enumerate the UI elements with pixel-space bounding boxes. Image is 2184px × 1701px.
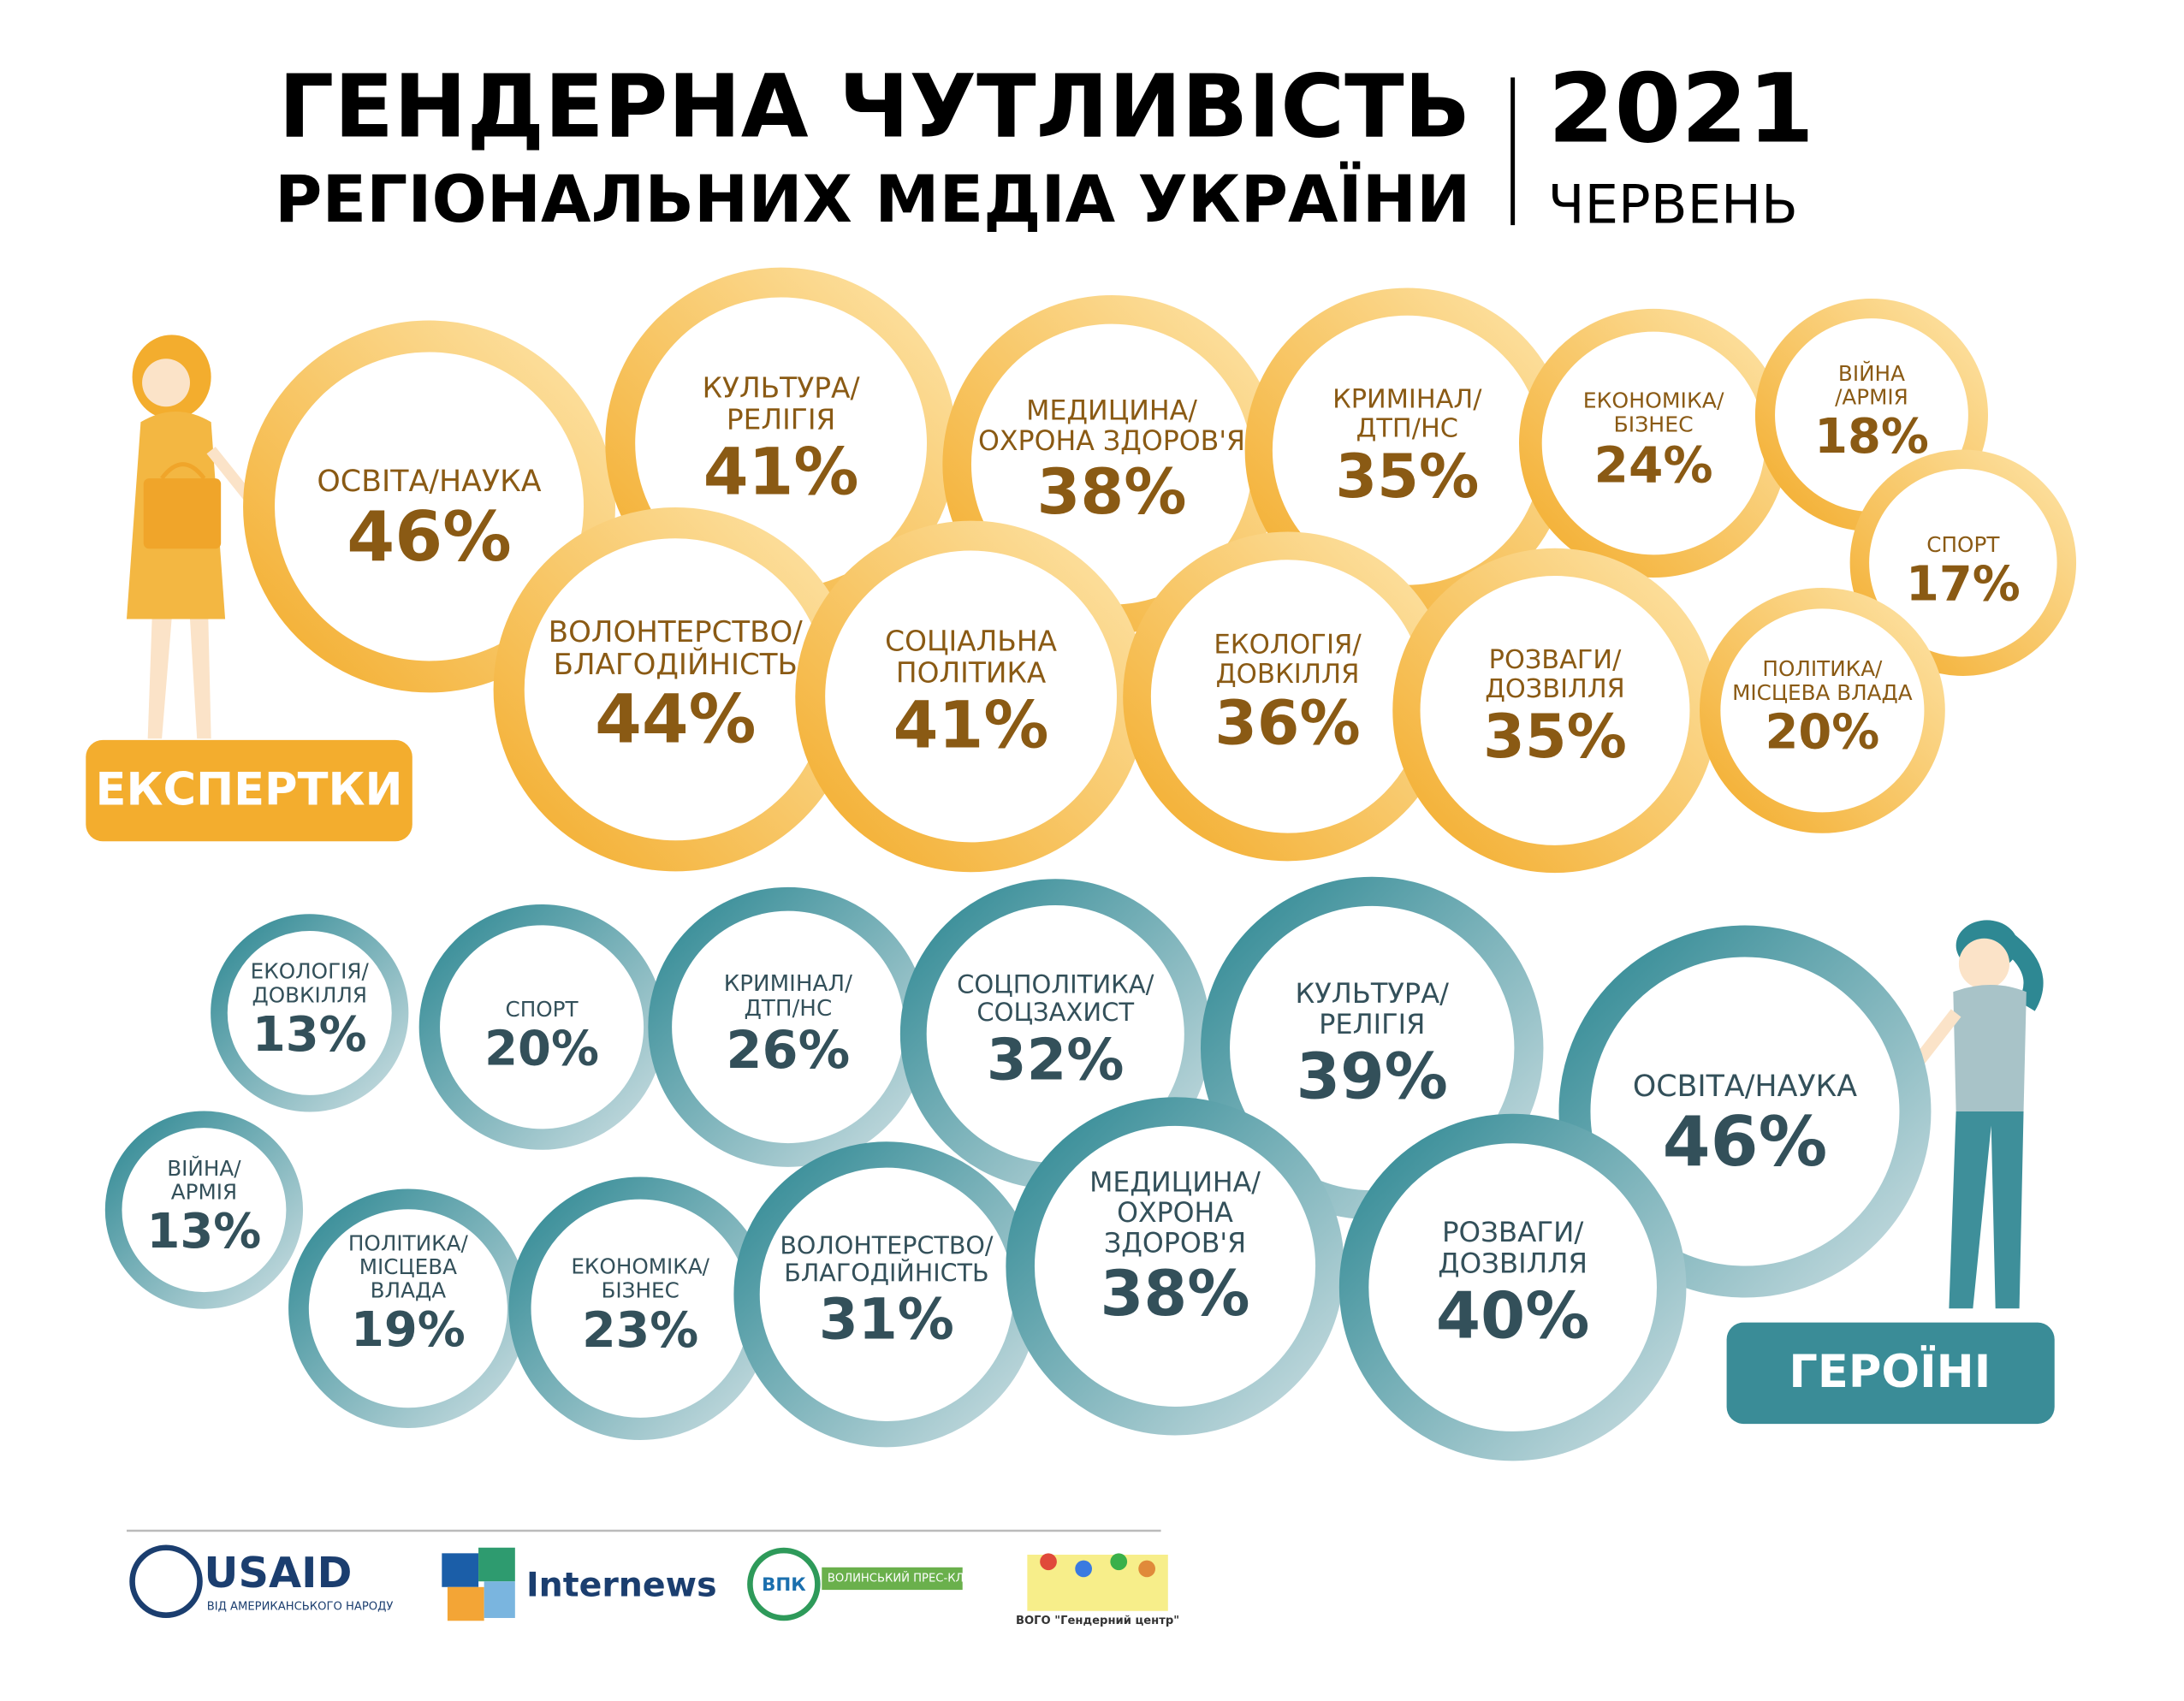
bubble-label: РОЗВАГИ/ДОЗВІЛЛЯ: [1485, 644, 1625, 703]
bubble-value: 41%: [703, 434, 859, 510]
bubble-value: 20%: [484, 1021, 599, 1076]
month: ЧЕРВЕНЬ: [1548, 173, 1798, 235]
bubble-label: КУЛЬТУРА/РЕЛІГІЯ: [703, 371, 861, 436]
bubble-value: 44%: [595, 679, 756, 758]
bubble-label: РОЗВАГИ/ДОЗВІЛЛЯ: [1438, 1216, 1588, 1279]
bubble-label: ЕКОНОМІКА/БІЗНЕС: [571, 1254, 709, 1303]
bubble-ring: [1338, 1113, 1687, 1461]
bubble-value: 26%: [726, 1021, 850, 1081]
bubble-label: ЕКОЛОГІЯ/ДОВКІЛЛЯ: [251, 959, 370, 1008]
expert-figure: [126, 335, 255, 739]
bubble-value: 39%: [1297, 1040, 1448, 1113]
bubble-ring: [243, 320, 615, 693]
bubble-value: 24%: [1594, 436, 1713, 495]
bubble-value: 23%: [582, 1302, 698, 1359]
bubble-value: 35%: [1483, 702, 1627, 772]
bubble-label: КУЛЬТУРА/РЕЛІГІЯ: [1296, 977, 1450, 1040]
bubble-label: ВОЛОНТЕРСТВО/БЛАГОДІЙНІСТЬ: [780, 1231, 994, 1288]
bubble-label: СПОРТ: [506, 997, 579, 1022]
bubble-label: ПОЛІТИКА/МІСЦЕВА ВЛАДА: [348, 1230, 469, 1302]
bubble-value: 41%: [893, 687, 1049, 763]
internews-mark: [442, 1547, 515, 1621]
bubble-value: 40%: [1436, 1277, 1590, 1353]
bubble-label: СПОРТ: [1926, 532, 2000, 557]
heroines-badge: [1726, 1322, 2055, 1425]
bubble-ring: [104, 1111, 304, 1309]
heroines-title: ГЕРОЇНІ: [1789, 1344, 1991, 1398]
bubble-value: 19%: [351, 1302, 466, 1358]
bubble-label: СОЦПОЛІТИКА/СОЦЗАХИСТ: [957, 970, 1154, 1028]
bubble-value: 13%: [147, 1204, 262, 1259]
bubble-ring: [1849, 449, 2077, 676]
experts-title: ЕКСПЕРТКИ: [96, 763, 403, 815]
bubble-label: ВІЙНА/АРМІЯ: [1835, 361, 1908, 410]
bubble-label: СОЦІАЛЬНА ПОЛІТИКА: [885, 625, 1057, 689]
bubble-value: 46%: [1663, 1101, 1828, 1182]
bubble-value: 18%: [1814, 409, 1929, 465]
bubble-label: ПОЛІТИКА/МІСЦЕВА ВЛАДА: [1732, 656, 1913, 705]
usaid-seal: [129, 1544, 203, 1618]
bubble-value: 38%: [1100, 1258, 1249, 1331]
bubble-ring: [211, 914, 409, 1112]
bubble-value: 32%: [987, 1026, 1125, 1093]
bubble-label: КРИМІНАЛ/ДТП/НС: [724, 970, 852, 1021]
bubble-label: КРИМІНАЛ/ДТП/НС: [1332, 384, 1482, 443]
title-line2: РЕГІОНАЛЬНИХ МЕДІА УКРАЇНИ: [275, 162, 1470, 237]
bubble-ring: [1700, 587, 1945, 833]
bubble-label: ЕКОЛОГІЯ/ДОВКІЛЛЯ: [1214, 629, 1362, 689]
logo-text: ВПК: [762, 1574, 806, 1596]
bubble-label: МЕДИЦИНА/ОХРОНА ЗДОРОВ'Я: [978, 396, 1245, 457]
bubble-value: 17%: [1906, 557, 2021, 613]
bubble-label: ОСВІТА/НАУКА: [1633, 1070, 1857, 1104]
logo-text: USAID: [204, 1548, 352, 1597]
logo-text: ВОГО "Гендерний центр": [1016, 1615, 1179, 1627]
bubble-value: 38%: [1037, 456, 1187, 529]
bubble-label: ЕКОНОМІКА/БІЗНЕС: [1583, 388, 1724, 436]
bubble-label: МЕДИЦИНА/ОХРОНА ЗДОРОВ'Я: [1089, 1167, 1261, 1259]
gender-centre-mark: [1027, 1553, 1168, 1611]
vpk-band: [822, 1567, 963, 1591]
bubble-value: 36%: [1214, 688, 1360, 759]
year: 2021: [1548, 54, 1814, 165]
experts-badge: [86, 739, 412, 842]
bubble-value: 31%: [819, 1287, 954, 1353]
bubble-value: 13%: [252, 1007, 367, 1063]
bubble-label: ОСВІТА/НАУКА: [317, 465, 541, 499]
logo-text: ВІД АМЕРИКАНСЬКОГО НАРОДУ: [207, 1600, 394, 1613]
bubble: МЕДИЦИНА/ОХРОНА ЗДОРОВ'Я38%: [1006, 1097, 1344, 1436]
bubble-value: 46%: [347, 496, 512, 577]
logo-text: Internews: [526, 1565, 717, 1604]
logo-text: ВОЛИНСЬКИЙ ПРЕС-КЛУБ: [828, 1571, 979, 1585]
vpk-seal: [747, 1547, 821, 1621]
bubble-ring: [1006, 1097, 1344, 1436]
bubble-label: ВОЛОНТЕРСТВО/БЛАГОДІЙНІСТЬ: [549, 615, 803, 682]
title-line1: ГЕНДЕРНА ЧУТЛИВІСТЬ: [278, 56, 1470, 157]
bubble-value: 20%: [1766, 704, 1880, 760]
bubble-value: 35%: [1335, 442, 1479, 512]
bubble-label: ВІЙНА/АРМІЯ: [167, 1156, 241, 1205]
